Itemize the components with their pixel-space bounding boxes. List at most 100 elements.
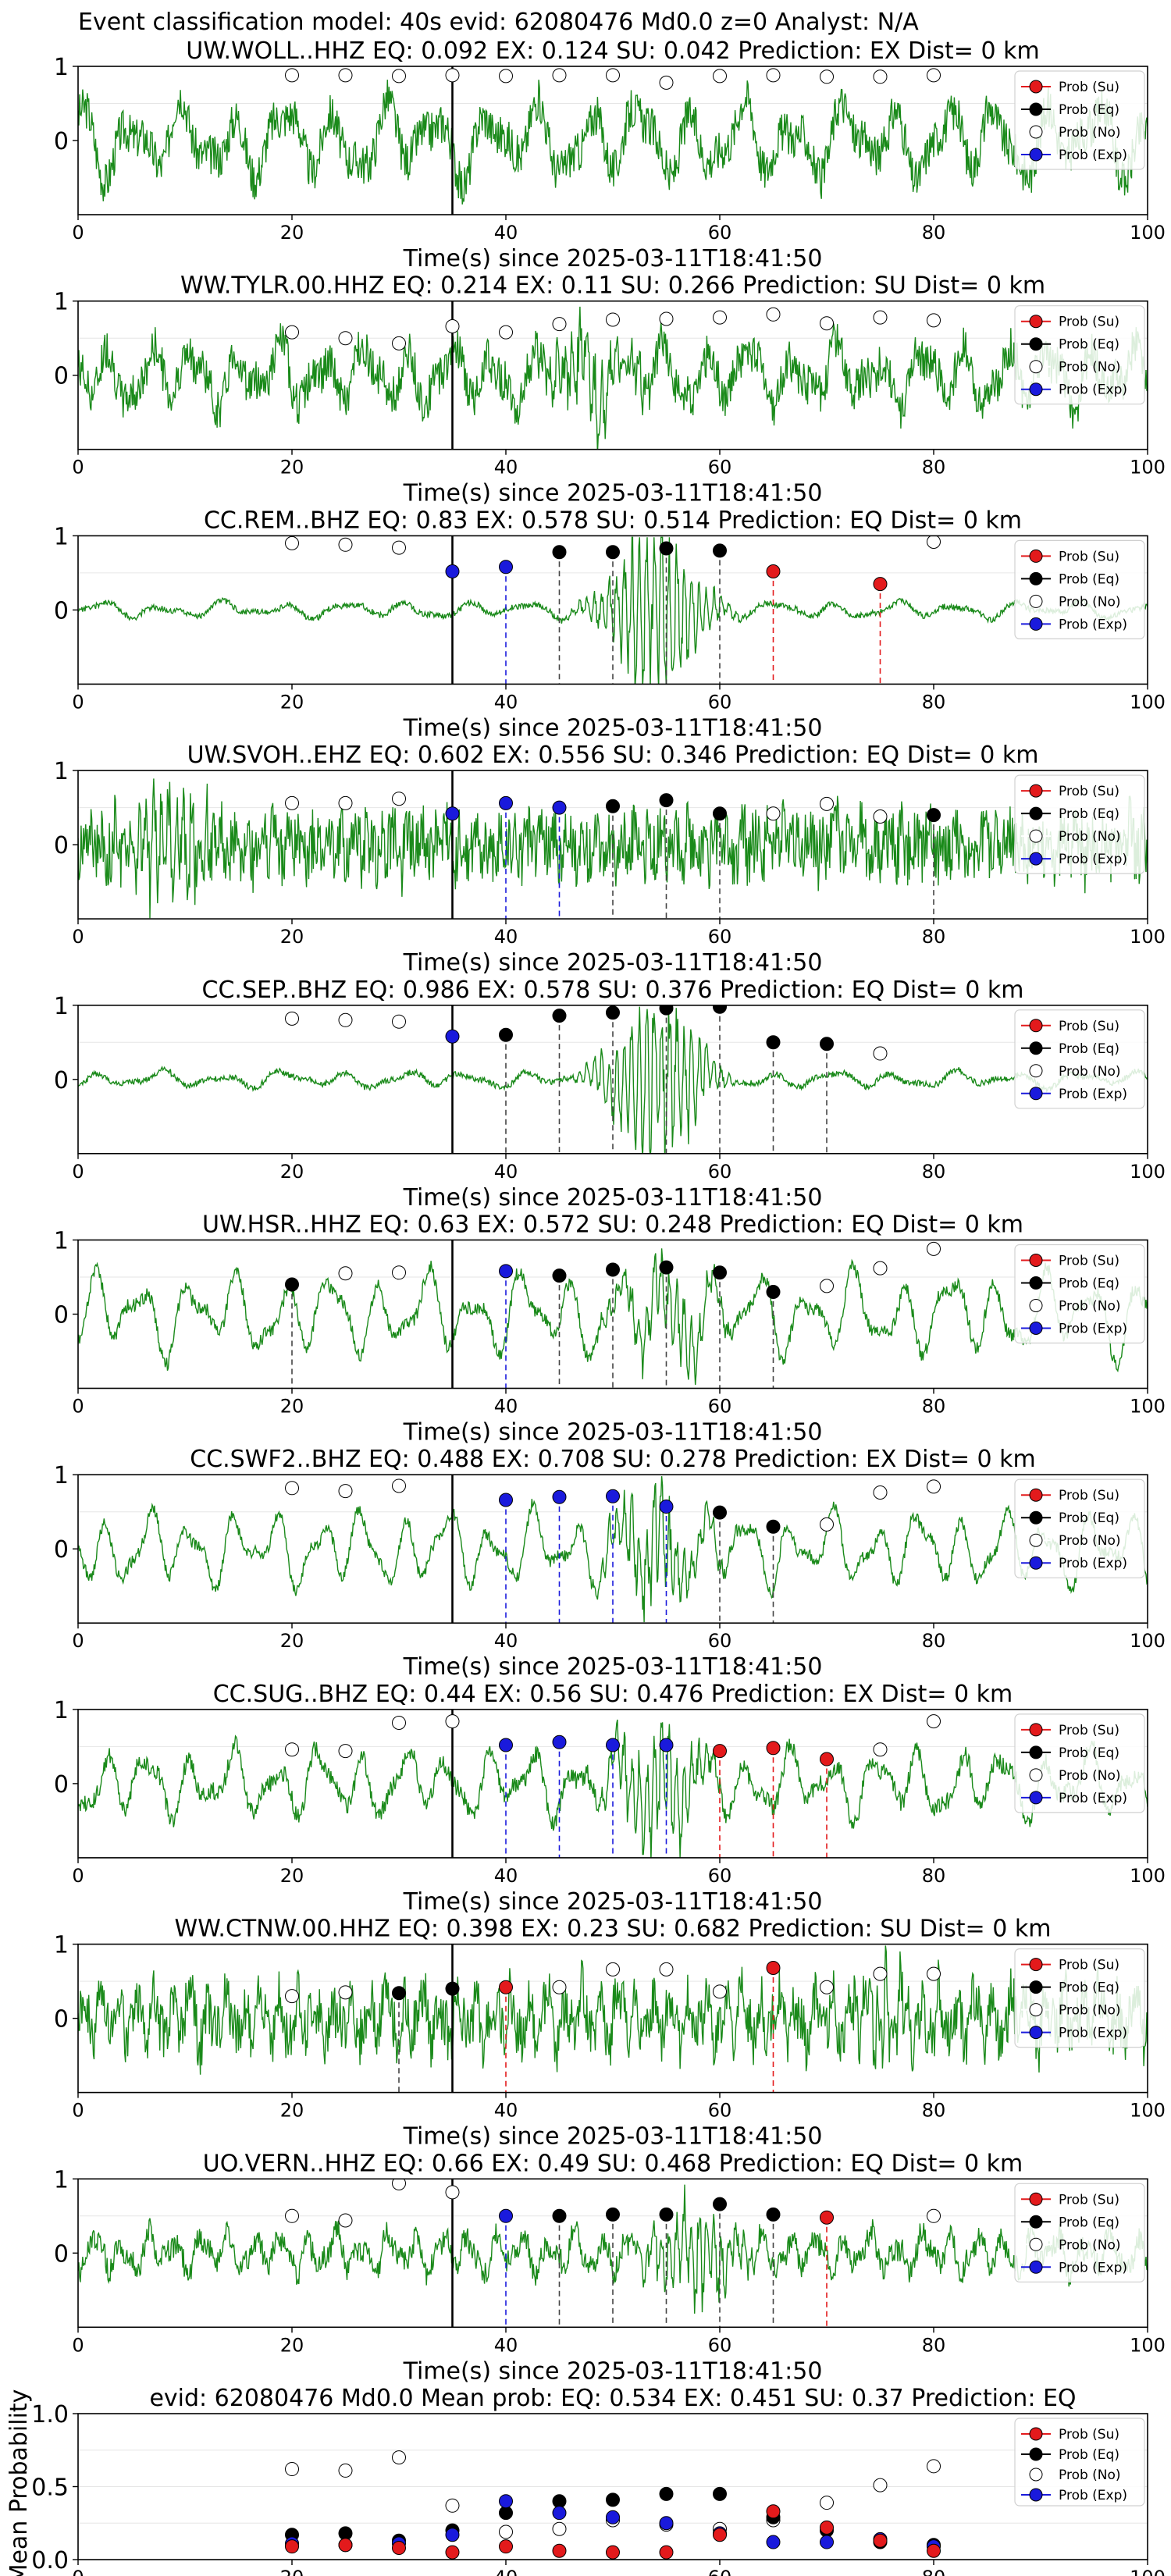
x-tick-label: 20: [280, 1161, 304, 1183]
prob-point-exp: [659, 1500, 674, 1514]
mean-prob-point-su: [766, 2504, 781, 2519]
y-tick-label: 1: [54, 993, 69, 1020]
prob-point-exp: [445, 1029, 460, 1044]
x-tick-label: 0: [72, 2100, 84, 2122]
legend-marker-no: [1029, 2003, 1043, 2017]
waveform-trace: [78, 1945, 1148, 2075]
prob-point-no: [445, 2185, 460, 2200]
legend-marker-no: [1029, 594, 1043, 608]
legend-marker-no: [1029, 829, 1043, 843]
legend-label: Prob (No): [1059, 829, 1121, 845]
prob-point-no: [285, 1481, 299, 1496]
prob-point-no: [285, 2208, 299, 2223]
prob-point-eq: [820, 1037, 834, 1051]
prob-point-no: [766, 806, 781, 821]
prob-point-no: [338, 1484, 353, 1499]
x-tick-label: 40: [494, 222, 518, 244]
x-tick-label: 60: [708, 222, 732, 244]
legend-marker-exp: [1029, 2260, 1043, 2274]
mean-prob-point-su: [499, 2539, 513, 2554]
legend-label: Prob (Eq): [1059, 1745, 1119, 1761]
x-tick-label: 100: [1130, 1396, 1166, 1418]
panel-title: UW.WOLL..HHZ EQ: 0.092 EX: 0.124 SU: 0.0…: [186, 37, 1039, 65]
prob-point-no: [873, 69, 888, 84]
prob-point-no: [606, 1962, 620, 1976]
prob-point-no: [927, 1714, 941, 1729]
x-tick-label: 0: [72, 457, 84, 479]
prob-point-eq: [552, 545, 567, 560]
panel-title: WW.CTNW.00.HHZ EQ: 0.398 EX: 0.23 SU: 0.…: [175, 1916, 1052, 1943]
legend-label: Prob (No): [1059, 125, 1121, 141]
legend-label: Prob (Su): [1059, 80, 1119, 95]
x-tick-label: 80: [922, 2100, 946, 2122]
x-axis-label: Time(s) since 2025-03-11T18:41:50: [403, 2357, 823, 2385]
prob-point-no: [873, 1966, 888, 1981]
legend-marker-eq: [1029, 2215, 1043, 2229]
prob-point-eq: [713, 2197, 727, 2211]
mean-prob-point-exp: [552, 2506, 567, 2521]
prob-point-exp: [445, 564, 460, 578]
y-tick-label: 1: [54, 289, 69, 316]
plot-area: [78, 770, 1148, 920]
legend-marker-su: [1029, 1958, 1043, 1972]
waveform-trace: [78, 306, 1148, 450]
mean-prob-point-no: [927, 2459, 941, 2474]
prob-point-su: [820, 2210, 834, 2225]
x-tick-label: 20: [280, 222, 304, 244]
legend-marker-exp: [1029, 1087, 1043, 1101]
prob-point-no: [499, 69, 513, 84]
prob-point-eq: [606, 1005, 620, 1020]
x-tick-label: 40: [494, 2567, 518, 2576]
panel-4: UW.SVOH..EHZ EQ: 0.602 EX: 0.556 SU: 0.3…: [54, 742, 1166, 977]
x-tick-label: 40: [494, 457, 518, 479]
legend-marker-su: [1029, 315, 1043, 329]
mean-prob-point-eq: [552, 2494, 567, 2509]
waveform-trace: [78, 80, 1148, 205]
mean-prob-point-su: [445, 2545, 460, 2560]
panel-title: CC.SUG..BHZ EQ: 0.44 EX: 0.56 SU: 0.476 …: [213, 1681, 1013, 1708]
legend-label: Prob (Exp): [1059, 1791, 1127, 1806]
legend-label: Prob (Exp): [1059, 382, 1127, 398]
legend-marker-exp: [1029, 1791, 1043, 1805]
x-tick-label: 80: [922, 2334, 946, 2356]
x-axis-label: Time(s) since 2025-03-11T18:41:50: [403, 480, 823, 507]
mean-prob-point-no: [392, 2450, 406, 2465]
legend: Prob (Su) Prob (Eq) Prob (No) Prob (Exp): [1014, 774, 1145, 874]
prob-point-exp: [552, 800, 567, 815]
prob-point-no: [285, 1011, 299, 1026]
y-tick-label: 1: [54, 2166, 69, 2194]
legend-label: Prob (Eq): [1059, 102, 1119, 118]
legend: Prob (Su) Prob (Eq) Prob (No) Prob (Exp): [1014, 2183, 1145, 2282]
mean-prob-point-su: [552, 2543, 567, 2558]
y-tick-label: 0: [54, 597, 69, 624]
legend-box: [1014, 1009, 1145, 1109]
y-tick-label: 0: [54, 2240, 69, 2268]
legend: Prob (Su) Prob (Eq) Prob (No) Prob (Exp): [1014, 1713, 1145, 1813]
prob-point-no: [927, 2208, 941, 2223]
mean-prob-point-su: [873, 2533, 888, 2548]
prob-point-no: [766, 307, 781, 322]
mean-prob-point-eq: [338, 2526, 353, 2541]
legend: Prob (Su) Prob (Eq) Prob (No) Prob (Exp): [1014, 1244, 1145, 1344]
legend-marker-exp: [1029, 148, 1043, 162]
prob-point-exp: [499, 1264, 513, 1279]
legend-marker-su: [1029, 1019, 1043, 1033]
legend-marker-no: [1029, 1299, 1043, 1312]
legend-box: [1014, 2418, 1145, 2507]
panel-2: WW.TYLR.00.HHZ EQ: 0.214 EX: 0.11 SU: 0.…: [54, 272, 1166, 507]
legend-box: [1014, 1948, 1145, 2048]
mean-prob-point-exp: [659, 2516, 674, 2531]
prob-point-su: [499, 1980, 513, 1994]
prob-point-no: [392, 1716, 406, 1730]
mean-prob-point-no: [499, 2524, 513, 2539]
legend-marker-su: [1029, 1488, 1043, 1502]
mean-prob-point-exp: [499, 2494, 513, 2509]
x-tick-label: 20: [280, 457, 304, 479]
prob-point-no: [820, 316, 834, 331]
x-axis-label: Time(s) since 2025-03-11T18:41:50: [403, 2123, 823, 2151]
prob-point-no: [927, 1966, 941, 1981]
prob-point-no: [820, 1980, 834, 1994]
mean-prob-point-su: [927, 2543, 941, 2558]
x-tick-label: 20: [280, 2567, 304, 2576]
prob-point-eq: [659, 793, 674, 808]
